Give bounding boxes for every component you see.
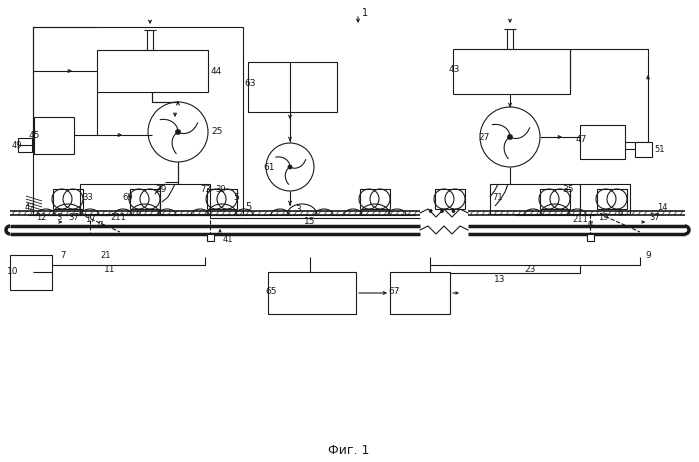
Text: 21: 21 bbox=[100, 250, 110, 260]
Text: 71: 71 bbox=[492, 193, 503, 201]
Text: 10: 10 bbox=[7, 267, 18, 276]
Text: 27: 27 bbox=[478, 133, 489, 141]
Text: 42: 42 bbox=[25, 202, 36, 212]
Text: 23: 23 bbox=[524, 265, 535, 274]
Bar bbox=[34, 117, 74, 154]
Text: 12: 12 bbox=[36, 213, 47, 223]
Bar bbox=[453, 49, 570, 94]
Text: 3: 3 bbox=[56, 213, 62, 223]
Bar bbox=[10, 255, 52, 290]
Text: 33: 33 bbox=[82, 193, 93, 201]
Text: 14: 14 bbox=[657, 202, 668, 212]
Bar bbox=[268, 272, 356, 314]
Bar bbox=[490, 184, 580, 214]
Text: 211: 211 bbox=[572, 214, 588, 224]
Bar bbox=[18, 138, 32, 152]
Text: Фиг. 1: Фиг. 1 bbox=[329, 444, 370, 456]
Text: 43: 43 bbox=[449, 66, 461, 74]
Text: 5: 5 bbox=[233, 193, 239, 201]
Text: 9: 9 bbox=[645, 250, 651, 260]
Text: 69: 69 bbox=[122, 193, 133, 201]
Text: 5: 5 bbox=[245, 202, 251, 212]
Bar bbox=[207, 234, 214, 241]
Text: 44: 44 bbox=[211, 67, 222, 75]
Text: 6: 6 bbox=[135, 209, 140, 219]
Text: 211: 211 bbox=[110, 213, 126, 223]
Text: 39: 39 bbox=[215, 186, 226, 195]
Text: 73: 73 bbox=[200, 186, 211, 195]
Text: 17: 17 bbox=[85, 214, 96, 224]
Text: 67: 67 bbox=[388, 287, 400, 297]
Text: 29: 29 bbox=[155, 186, 166, 195]
Text: 45: 45 bbox=[29, 130, 41, 140]
Circle shape bbox=[175, 129, 181, 135]
Bar bbox=[248, 62, 337, 112]
Bar bbox=[587, 234, 594, 241]
Bar bbox=[207, 234, 213, 240]
Bar bbox=[160, 184, 210, 214]
Text: 15: 15 bbox=[304, 217, 316, 225]
Text: α: α bbox=[588, 219, 593, 227]
Text: 11: 11 bbox=[104, 265, 116, 274]
Text: 37: 37 bbox=[649, 213, 660, 223]
Text: 35: 35 bbox=[562, 186, 573, 195]
Text: 7: 7 bbox=[60, 250, 66, 260]
Text: α: α bbox=[98, 219, 103, 227]
Text: 3: 3 bbox=[295, 205, 301, 213]
Text: 65: 65 bbox=[265, 287, 277, 297]
Text: 1: 1 bbox=[362, 8, 368, 18]
Bar bbox=[33, 27, 243, 215]
Bar bbox=[580, 125, 625, 159]
Text: 51: 51 bbox=[654, 145, 665, 153]
Text: 47: 47 bbox=[576, 135, 587, 145]
Text: 61: 61 bbox=[263, 163, 275, 171]
Text: 13: 13 bbox=[494, 274, 506, 284]
Text: 41: 41 bbox=[223, 236, 233, 244]
Text: 63: 63 bbox=[244, 79, 256, 89]
Text: 49: 49 bbox=[12, 141, 22, 151]
Bar bbox=[97, 50, 208, 92]
Bar bbox=[580, 184, 630, 214]
Text: 6: 6 bbox=[617, 209, 622, 219]
Text: 37: 37 bbox=[68, 213, 79, 221]
Text: • • •: • • • bbox=[427, 207, 457, 219]
Bar bbox=[80, 184, 160, 214]
Circle shape bbox=[507, 134, 512, 140]
Bar bbox=[635, 142, 652, 157]
Circle shape bbox=[288, 165, 292, 169]
Bar bbox=[390, 272, 450, 314]
Text: 25: 25 bbox=[211, 128, 222, 136]
Text: 19: 19 bbox=[598, 213, 609, 223]
